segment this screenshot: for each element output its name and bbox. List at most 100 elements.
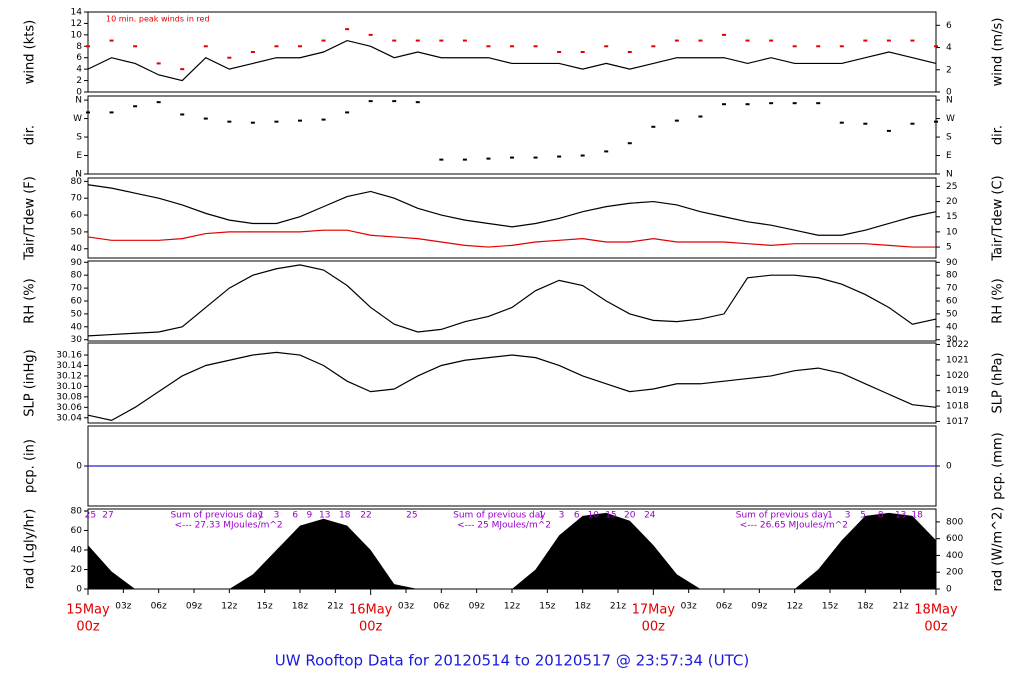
data-point [415,101,420,104]
y-tick-label: 40 [71,322,83,332]
data-point [274,45,279,48]
data-point [368,100,373,103]
y2-tick-label: 20 [946,197,958,207]
hour-mark: 3 [845,511,851,521]
y2-tick-label: 5 [946,243,952,253]
y2-axis-label: SLP (hPa) [991,352,1006,413]
y-tick-label: 30 [71,335,83,345]
y2-tick-label: E [946,151,952,161]
data-point [203,117,208,120]
x-tick-label: 09z [186,602,202,612]
data-point [250,121,255,124]
line [87,229,936,248]
y-axis-label: pcp. (in) [23,439,38,493]
y-tick-label: 0 [76,462,82,472]
data-point [298,45,302,48]
data-point [651,45,656,48]
y2-tick-label: 2 [946,65,952,75]
y2-tick-label: 6 [946,21,952,31]
y-tick-label: N [75,170,82,180]
data-point [816,102,821,105]
y2-tick-label: 40 [946,322,958,332]
data-point [839,121,844,124]
y2-tick-label: 800 [946,517,963,527]
hour-mark: 5 [860,511,866,521]
y-tick-label: 90 [71,258,83,268]
hour-mark: 25 [85,511,96,521]
y-tick-label: 60 [71,211,83,221]
date-label: 00z [924,620,948,635]
y2-tick-label: 30 [946,335,958,345]
data-point [86,111,90,114]
y2-axis-label: wind (m/s) [991,18,1006,87]
data-point [745,103,750,106]
hour-mark: 8 [878,511,884,521]
y-tick-label: S [76,133,82,143]
y-tick-label: 10 [71,30,83,40]
data-point [486,157,491,160]
y2-tick-label: 1022 [946,340,969,350]
y-tick-label: 70 [71,194,83,204]
date-label: 00z [76,620,100,635]
data-point [627,142,632,145]
y2-tick-label: 1018 [946,402,969,412]
y-axis-label: dir. [23,125,38,145]
data-point [722,103,726,106]
hour-mark: 6 [574,511,580,521]
y-axis-label: wind (kts) [23,20,38,84]
annotation: Sum of previous day [453,511,546,521]
x-tick-label: 18z [575,602,591,612]
x-tick-label: 09z [469,602,485,612]
x-tick-label: 06z [433,602,449,612]
y-tick-label: 80 [71,271,83,281]
x-tick-label: 06z [716,602,732,612]
data-point [745,39,750,42]
y-tick-label: 0 [76,585,82,595]
data-point [674,39,679,42]
y-tick-label: E [76,151,82,161]
annotation: Sum of previous day [170,511,263,521]
y2-tick-label: 0 [946,585,952,595]
y2-tick-label: S [946,133,952,143]
data-point [533,45,538,48]
hour-mark: 10 [588,511,600,521]
panel-frame [87,95,937,175]
y-tick-label: 50 [71,227,83,237]
hour-mark: 1 [258,511,264,521]
annotation: <--- 25 MJoules/m^2 [457,521,551,531]
data-point [580,154,585,157]
y-tick-label: N [75,96,82,106]
x-tick-label: 12z [504,602,520,612]
data-point [321,39,326,42]
hour-mark: 6 [292,511,298,521]
y2-tick-label: 60 [946,297,958,307]
hour-mark: 13 [895,511,906,521]
data-point [180,68,185,71]
x-tick-label: 12z [787,602,803,612]
y2-tick-label: 600 [946,534,963,544]
hour-mark: 22 [360,511,371,521]
data-point [557,51,562,53]
y2-axis-label: Tair/Tdew (C) [991,175,1006,261]
y-tick-label: 12 [71,19,82,29]
y2-tick-label: 1020 [946,371,969,381]
data-point [886,39,891,42]
data-point [604,45,609,48]
y2-tick-label: 4 [946,43,952,53]
y2-tick-label: 70 [946,284,958,294]
data-point [934,45,938,48]
data-point [203,45,208,48]
x-tick-label: 18z [292,602,308,612]
x-tick-label: 21z [610,602,626,612]
chart-title: UW Rooftop Data for 20120514 to 20120517… [275,652,749,670]
hour-mark: 3 [559,511,565,521]
y2-tick-label: 80 [946,271,958,281]
x-tick-label: 21z [893,602,909,612]
data-point [604,150,609,153]
hour-mark: 3 [274,511,280,521]
data-point [368,33,373,36]
data-point [180,113,185,116]
line [87,351,937,422]
